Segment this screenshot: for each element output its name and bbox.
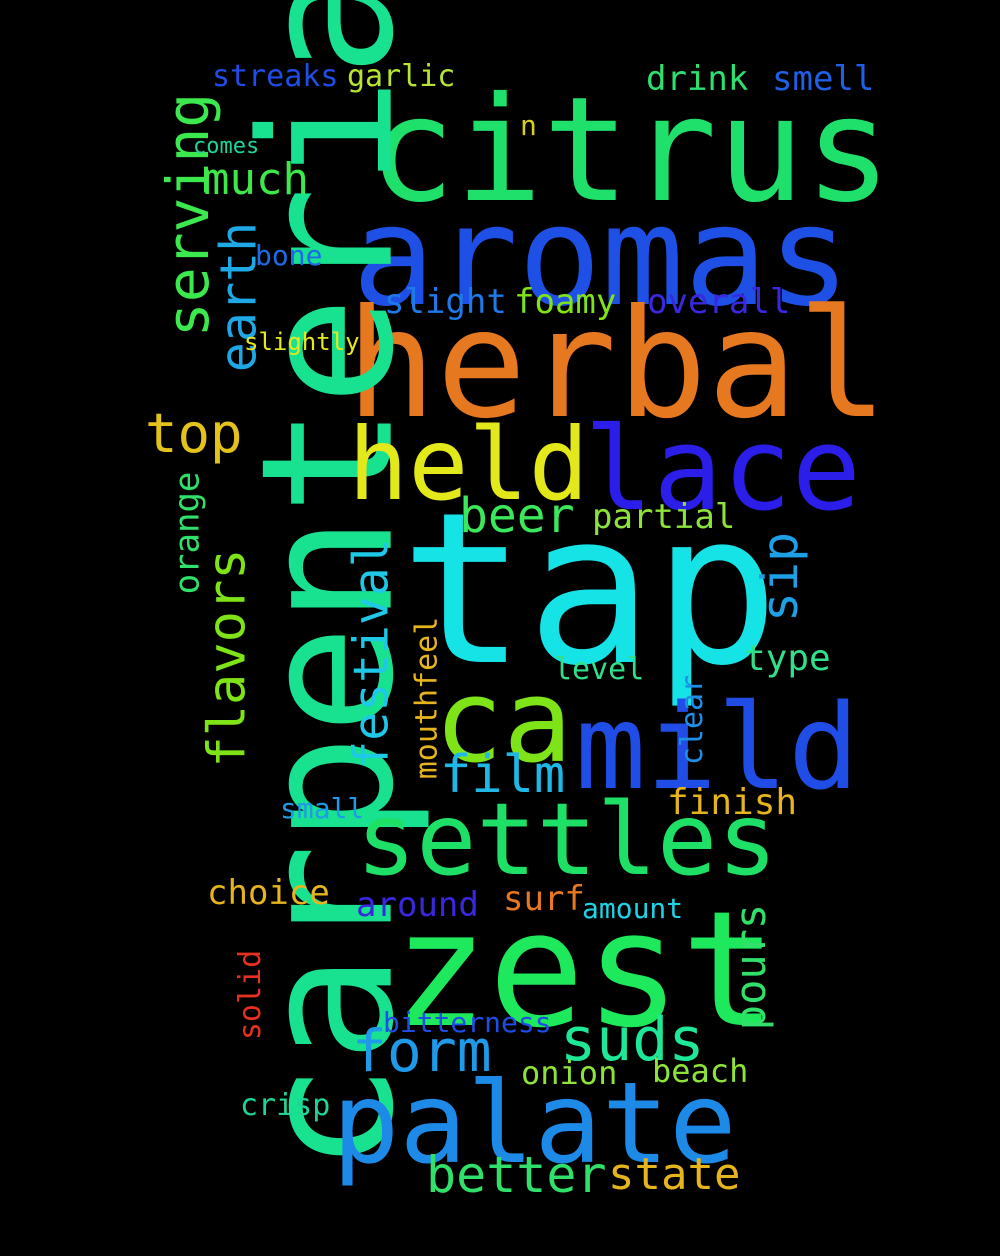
word-beach: beach bbox=[652, 1052, 749, 1090]
word-top: top bbox=[145, 402, 243, 465]
word-settles: settles bbox=[356, 781, 778, 898]
word-surf: surf bbox=[503, 879, 585, 919]
word-pours: pours bbox=[726, 903, 776, 1031]
word-small: small bbox=[280, 792, 365, 825]
word-lace: lace bbox=[584, 403, 861, 537]
word-streaks: streaks bbox=[212, 59, 339, 94]
word-better: better bbox=[426, 1146, 607, 1204]
word-mild: mild bbox=[575, 678, 860, 816]
word-suds: suds bbox=[560, 1005, 705, 1075]
word-flavors: flavors bbox=[197, 548, 258, 768]
word-finish: finish bbox=[667, 782, 798, 823]
word-smell: smell bbox=[772, 59, 875, 99]
word-crisp: crisp bbox=[240, 1088, 331, 1123]
word-onion: onion bbox=[521, 1054, 618, 1092]
word-much: much bbox=[203, 154, 309, 205]
word-palate: palate bbox=[332, 1059, 737, 1189]
word-bitterness: bitterness bbox=[383, 1006, 552, 1039]
word-sip: sip bbox=[751, 531, 810, 623]
word-level: level bbox=[554, 652, 645, 687]
word-mouthfeel: mouthfeel bbox=[409, 616, 445, 780]
word-state: state bbox=[608, 1149, 741, 1200]
word-herbal: herbal bbox=[346, 278, 888, 452]
word-type: type bbox=[744, 638, 831, 679]
word-comes: comes bbox=[193, 134, 260, 159]
word-aromas: aromas bbox=[352, 176, 851, 337]
word-citrus: citrus bbox=[368, 66, 892, 235]
word-slight: slight bbox=[384, 282, 507, 322]
word-solid: solid bbox=[233, 949, 269, 1041]
word-drink: drink bbox=[646, 59, 749, 99]
word-garlic: garlic bbox=[347, 59, 456, 94]
word-ca: ca bbox=[434, 655, 573, 789]
word-clear: clear bbox=[675, 674, 711, 766]
word-overall: overall bbox=[647, 282, 791, 322]
word-amount: amount bbox=[582, 892, 684, 925]
word-choice: choice bbox=[207, 873, 330, 913]
word-beer: beer bbox=[459, 488, 575, 544]
word-held: held bbox=[348, 406, 589, 523]
word-slightly: slightly bbox=[244, 328, 360, 356]
word-partial: partial bbox=[592, 497, 736, 537]
word-n: n bbox=[520, 109, 537, 142]
word-form: form bbox=[352, 1017, 492, 1085]
word-tap: tap bbox=[400, 467, 780, 712]
word-bone: bone bbox=[255, 239, 323, 272]
word-foamy: foamy bbox=[514, 282, 617, 322]
word-around: around bbox=[356, 885, 479, 925]
word-festival: festival bbox=[343, 538, 400, 770]
word-orange: orange bbox=[167, 471, 208, 595]
word-zest: zest bbox=[392, 876, 778, 1063]
word-film: film bbox=[440, 745, 566, 805]
